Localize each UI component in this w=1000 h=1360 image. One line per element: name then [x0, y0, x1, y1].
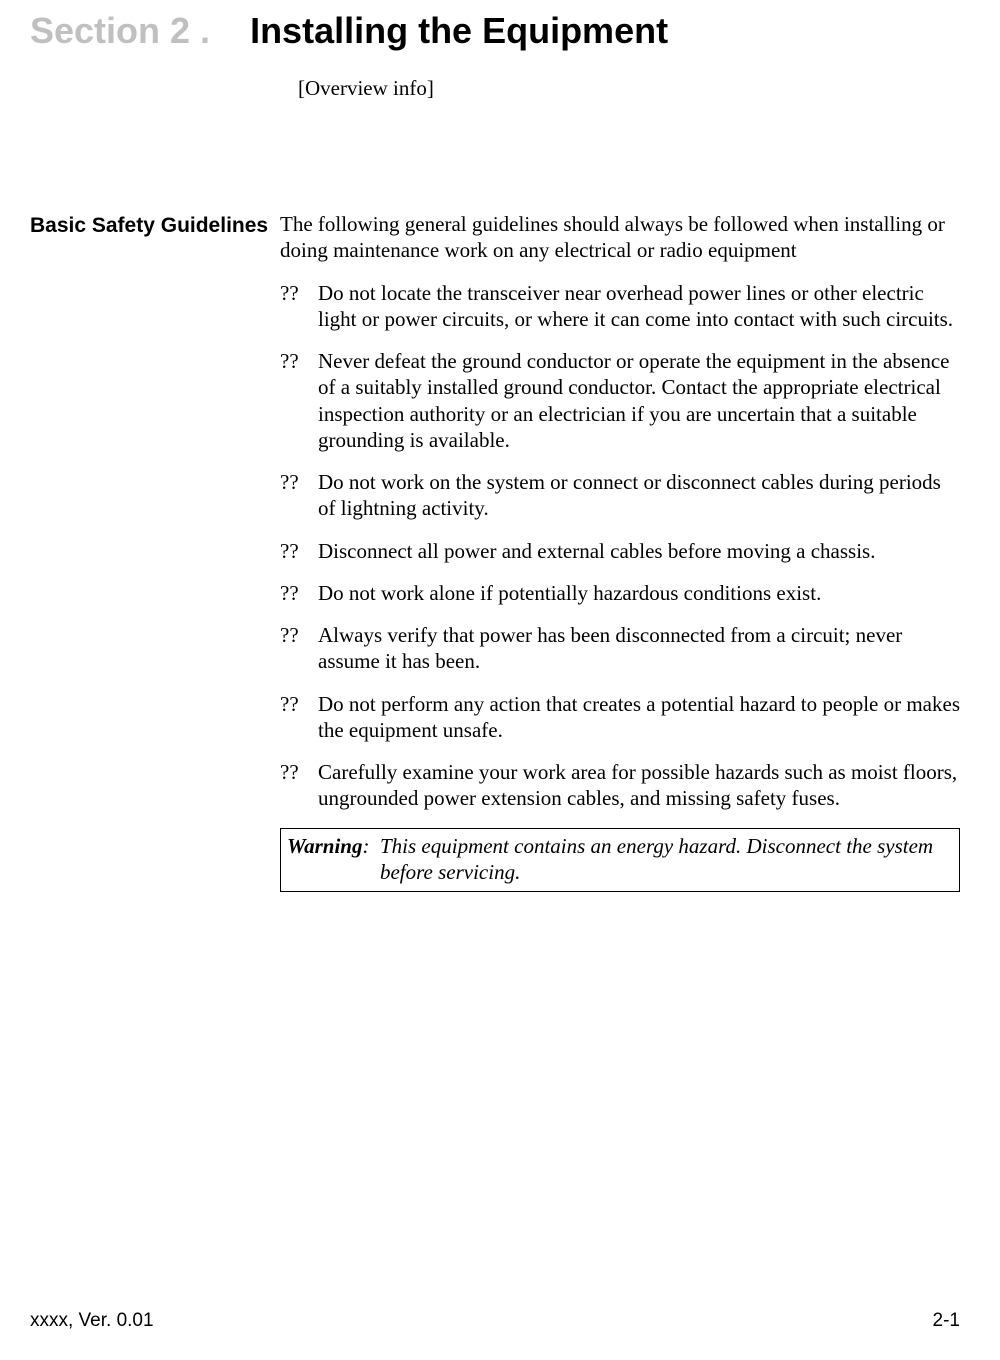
- bullet-text: Carefully examine your work area for pos…: [318, 759, 960, 812]
- body-content: The following general guidelines should …: [280, 211, 960, 892]
- bullet-item: ?? Always verify that power has been dis…: [280, 622, 960, 675]
- footer-right: 2-1: [933, 1310, 960, 1332]
- bullet-marker: ??: [280, 469, 318, 522]
- content-row: Basic Safety Guidelines The following ge…: [30, 211, 960, 892]
- warning-row: Warning: This equipment contains an ener…: [287, 833, 953, 886]
- overview-text: [Overview info]: [298, 76, 960, 101]
- bullet-marker: ??: [280, 580, 318, 606]
- section-title: Installing the Equipment: [250, 10, 668, 52]
- sidebar-heading: Basic Safety Guidelines: [30, 211, 280, 239]
- bullet-item: ?? Do not work on the system or connect …: [280, 469, 960, 522]
- bullet-text: Always verify that power has been discon…: [318, 622, 960, 675]
- warning-label: Warning: [287, 834, 362, 858]
- bullet-text: Do not perform any action that creates a…: [318, 691, 960, 744]
- bullet-marker: ??: [280, 691, 318, 744]
- section-header: Section 2 . Installing the Equipment: [30, 10, 960, 52]
- footer-left: xxxx, Ver. 0.01: [30, 1310, 154, 1332]
- bullet-text: Do not locate the transceiver near overh…: [318, 280, 960, 333]
- page-footer: xxxx, Ver. 0.01 2-1: [30, 1310, 960, 1332]
- bullet-marker: ??: [280, 622, 318, 675]
- bullet-item: ?? Never defeat the ground conductor or …: [280, 348, 960, 453]
- warning-box: Warning: This equipment contains an ener…: [280, 828, 960, 893]
- bullet-marker: ??: [280, 348, 318, 453]
- intro-paragraph: The following general guidelines should …: [280, 211, 960, 264]
- bullet-item: ?? Do not perform any action that create…: [280, 691, 960, 744]
- section-number: Section 2 .: [30, 10, 210, 52]
- bullet-item: ?? Carefully examine your work area for …: [280, 759, 960, 812]
- warning-prefix: Warning:: [287, 833, 380, 886]
- bullet-text: Do not work alone if potentially hazardo…: [318, 580, 960, 606]
- page-container: Section 2 . Installing the Equipment [Ov…: [0, 0, 1000, 892]
- bullet-marker: ??: [280, 280, 318, 333]
- bullet-text: Never defeat the ground conductor or ope…: [318, 348, 960, 453]
- bullet-text: Do not work on the system or connect or …: [318, 469, 960, 522]
- bullet-item: ?? Do not work alone if potentially haza…: [280, 580, 960, 606]
- bullet-marker: ??: [280, 759, 318, 812]
- bullet-item: ?? Do not locate the transceiver near ov…: [280, 280, 960, 333]
- bullet-list: ?? Do not locate the transceiver near ov…: [280, 280, 960, 812]
- bullet-item: ?? Disconnect all power and external cab…: [280, 538, 960, 564]
- warning-separator: :: [362, 834, 380, 858]
- bullet-marker: ??: [280, 538, 318, 564]
- bullet-text: Disconnect all power and external cables…: [318, 538, 960, 564]
- warning-text: This equipment contains an energy hazard…: [380, 833, 953, 886]
